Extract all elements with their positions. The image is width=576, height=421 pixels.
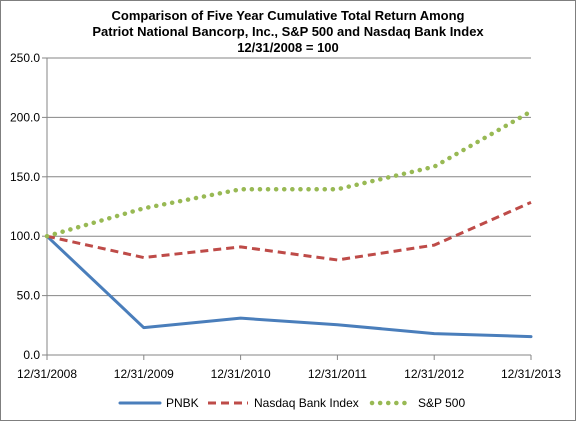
y-tick-labels: 0.0 50.0 100.0 150.0 200.0 250.0 [10, 51, 40, 362]
series-line-pnbk [45, 234, 533, 339]
x-tick-label: 12/31/2008 [17, 367, 77, 381]
legend-label-s-p-500: S&P 500 [418, 396, 465, 410]
y-tick-label: 150.0 [10, 170, 40, 184]
y-tick-label: 50.0 [17, 289, 41, 303]
x-tick-label: 12/31/2009 [114, 367, 174, 381]
x-tick-labels: 12/31/2008 12/31/2009 12/31/2010 12/31/2011… [17, 367, 561, 381]
gridlines [47, 57, 531, 297]
series-line-s-p-500 [44, 109, 534, 239]
chart-title-line-1: Comparison of Five Year Cumulative Total… [111, 8, 465, 23]
legend-label-nasdaq-bank-index: Nasdaq Bank Index [254, 396, 359, 410]
legend-label-pnbk: PNBK [166, 396, 199, 410]
y-tick-label: 250.0 [10, 51, 40, 65]
axes [42, 57, 532, 360]
x-tick-label: 12/31/2010 [211, 367, 271, 381]
y-tick-label: 200.0 [10, 110, 40, 124]
y-tick-label: 100.0 [10, 229, 40, 243]
y-tick-label: 0.0 [23, 348, 40, 362]
series-line-nasdaq-bank-index [46, 200, 532, 262]
x-tick-label: 12/31/2013 [501, 367, 561, 381]
legend: PNBK Nasdaq Bank Index S&P 500 [118, 396, 465, 410]
x-tick-label: 12/31/2011 [308, 367, 367, 381]
x-tick-label: 12/31/2012 [404, 367, 464, 381]
series-lines [44, 109, 534, 339]
chart-title-line-3: 12/31/2008 = 100 [237, 40, 339, 55]
chart-title-line-2: Patriot National Bancorp, Inc., S&P 500 … [92, 24, 484, 39]
chart-title: Comparison of Five Year Cumulative Total… [0, 8, 576, 56]
